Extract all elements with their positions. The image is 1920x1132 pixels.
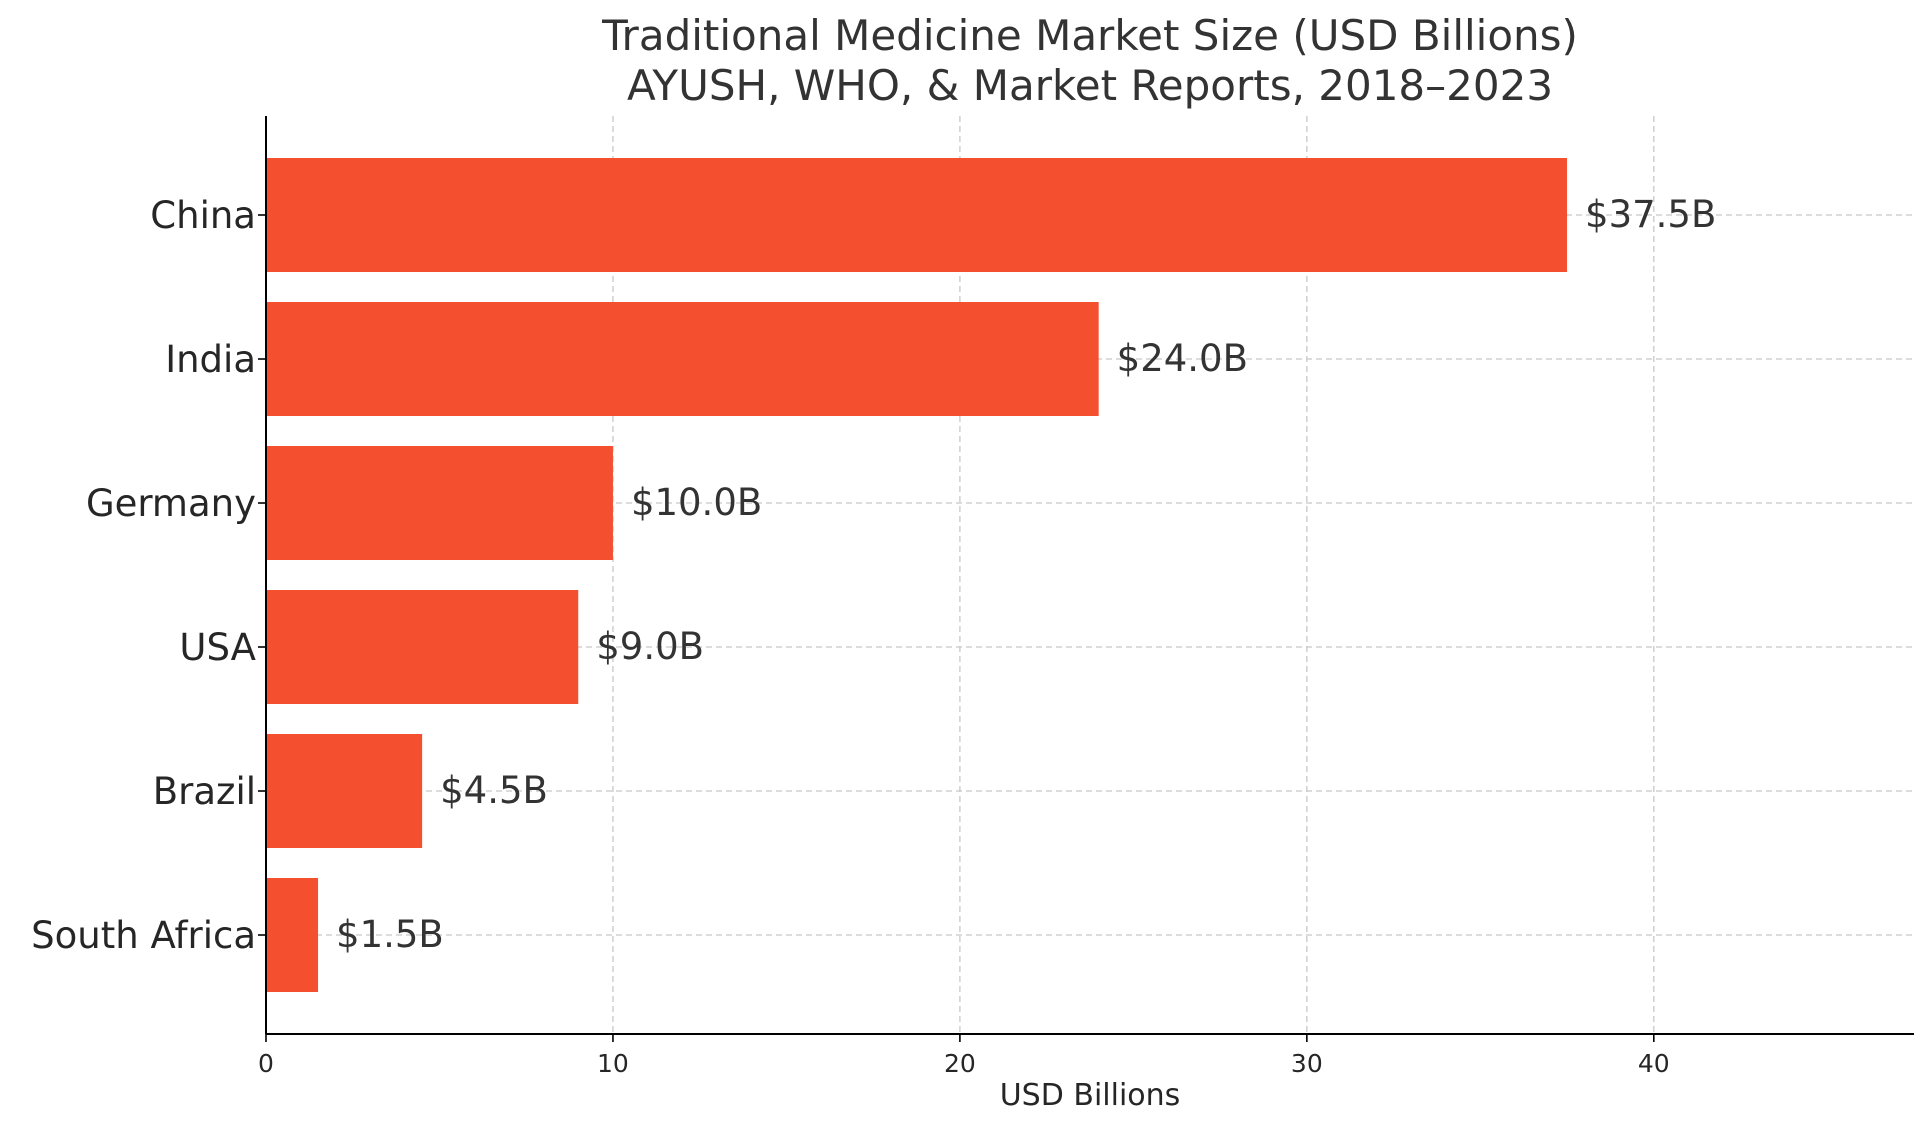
category-label: Germany — [86, 482, 256, 525]
category-label: India — [165, 338, 256, 381]
category-label: South Africa — [31, 914, 256, 957]
category-labels: China India Germany USA Brazil South Africa — [31, 194, 256, 957]
x-axis-title: USD Billions — [1000, 1078, 1181, 1113]
value-labels: $37.5B $24.0B $10.0B $9.0B $4.5B $1.5B — [336, 193, 1716, 956]
bars — [266, 158, 1568, 992]
x-tick-label: 40 — [1638, 1049, 1670, 1078]
bar-india — [266, 302, 1099, 416]
category-label: China — [150, 194, 256, 237]
bar-south-africa — [266, 878, 319, 992]
value-label: $1.5B — [336, 913, 444, 956]
chart-title: Traditional Medicine Market Size (USD Bi… — [601, 11, 1578, 60]
bar-usa — [266, 590, 579, 704]
x-tick-label: 0 — [258, 1049, 274, 1078]
value-label: $24.0B — [1117, 337, 1248, 380]
bar-brazil — [266, 734, 423, 848]
value-label: $10.0B — [631, 481, 762, 524]
category-label: USA — [179, 626, 256, 669]
bar-china — [266, 158, 1568, 272]
value-label: $37.5B — [1585, 193, 1716, 236]
bar-germany — [266, 446, 613, 560]
x-ticks: 0 10 20 30 40 — [258, 214, 1670, 1078]
category-label: Brazil — [153, 770, 256, 813]
value-label: $4.5B — [440, 769, 548, 812]
value-label: $9.0B — [596, 625, 704, 668]
x-tick-label: 30 — [1291, 1049, 1323, 1078]
chart-subtitle: AYUSH, WHO, & Market Reports, 2018–2023 — [627, 61, 1553, 110]
axes — [265, 116, 1914, 1035]
x-tick-label: 10 — [597, 1049, 629, 1078]
x-tick-label: 20 — [944, 1049, 976, 1078]
